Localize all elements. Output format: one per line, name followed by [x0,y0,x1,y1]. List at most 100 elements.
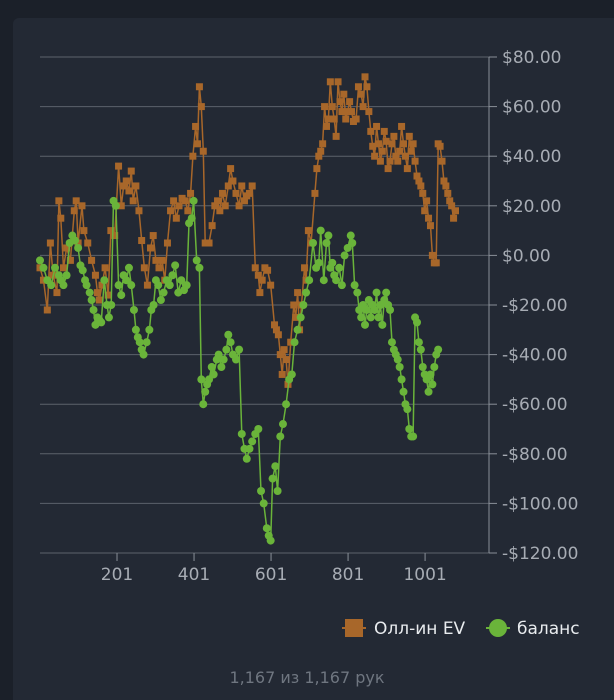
data-point [167,207,175,215]
data-point [111,201,120,210]
data-point [259,499,268,508]
data-point [369,142,377,150]
data-point [324,115,332,123]
data-point [278,370,286,378]
data-point [104,291,112,299]
data-point [70,207,78,215]
data-point [403,165,411,173]
data-point [122,177,130,185]
data-point [129,197,137,205]
data-point [152,256,160,264]
data-point [181,197,189,205]
data-point [93,289,101,297]
data-point [451,207,459,215]
data-point [352,115,360,123]
data-point [55,197,63,205]
data-point [357,313,366,322]
data-point [107,227,115,235]
data-point [273,487,282,495]
data-point [271,321,279,329]
data-point [330,115,338,123]
data-point [282,356,290,364]
data-point [127,281,136,290]
data-point [124,263,133,272]
data-point [426,222,434,230]
data-point [372,288,381,297]
data-point [47,281,56,290]
data-point [122,276,131,285]
data-point [245,444,254,453]
data-point [78,266,87,275]
data-point [245,189,253,197]
data-point [276,351,284,359]
data-point [403,405,412,414]
data-point [71,236,80,245]
data-point [199,400,208,409]
data-point [125,187,133,195]
data-point [316,226,325,235]
data-point [301,264,309,272]
data-point [254,271,262,279]
data-point [278,420,287,429]
data-point [305,276,314,285]
data-point [248,182,256,190]
data-point [423,197,431,205]
legend-item-balance[interactable]: баланс [486,619,580,639]
y-tick-label: -$60.00 [502,395,568,415]
data-point [390,132,398,140]
data-point [117,202,125,210]
data-point [361,320,370,329]
data-point [415,177,423,185]
x-tick-label: 801 [332,565,364,585]
data-point [428,380,437,389]
data-point [91,271,99,279]
data-point [314,258,323,267]
data-point [321,103,329,111]
data-point [192,256,201,265]
data-point [448,202,456,210]
legend-item-allin-ev[interactable]: Олл-ин EV [342,619,466,639]
data-point [315,152,323,160]
data-point [171,261,180,270]
data-point [187,189,195,197]
data-point [100,276,109,285]
legend[interactable]: Олл-ин EV баланс [342,619,580,639]
y-tick-label: -$80.00 [502,445,568,465]
data-point [268,474,277,483]
data-point [120,182,128,190]
data-point [440,177,448,185]
data-point [398,122,406,130]
data-point [149,232,157,240]
data-point [353,288,362,297]
data-point [386,305,395,314]
data-point [189,152,197,160]
data-point [195,83,203,91]
data-point [111,232,119,240]
data-point [209,370,218,379]
data-point [335,263,344,272]
data-point [257,487,266,495]
data-point [366,313,375,322]
data-point [154,281,163,290]
data-point [442,182,450,190]
data-point [299,301,308,309]
y-tick-label: $20.00 [502,197,561,217]
data-point [142,338,151,347]
data-point [348,239,357,247]
chart-panel [13,18,614,700]
data-point [235,202,243,210]
data-point [219,355,228,364]
data-point [132,182,140,190]
data-point [378,320,387,329]
data-point [57,214,65,222]
data-point [168,271,177,280]
data-point [365,108,373,116]
data-point [380,127,388,135]
data-point [337,281,346,290]
data-point [394,157,402,165]
data-point [208,222,216,230]
data-point [401,152,409,160]
data-point [424,387,433,396]
y-tick-label: $40.00 [502,147,561,167]
